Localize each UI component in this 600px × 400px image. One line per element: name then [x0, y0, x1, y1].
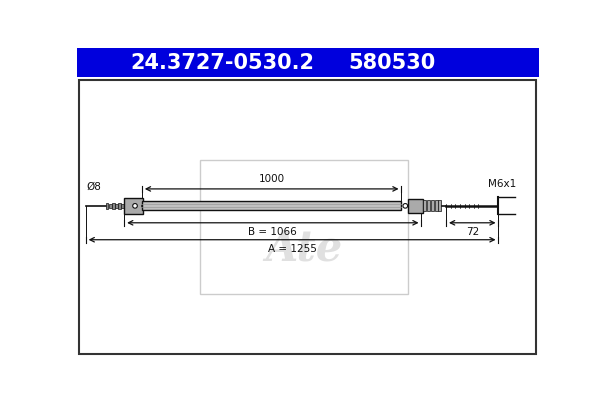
- Bar: [423, 200, 426, 211]
- Text: Ate: Ate: [265, 227, 342, 269]
- Text: Ø8: Ø8: [86, 182, 101, 192]
- Bar: [121, 204, 124, 208]
- Circle shape: [133, 204, 137, 208]
- Text: 72: 72: [466, 228, 479, 238]
- Bar: [106, 203, 109, 209]
- Bar: [427, 200, 430, 211]
- Circle shape: [403, 204, 407, 208]
- Text: A = 1255: A = 1255: [268, 244, 317, 254]
- Bar: [142, 201, 401, 210]
- Bar: [109, 204, 112, 208]
- Text: 1000: 1000: [259, 174, 285, 184]
- Text: M6x1: M6x1: [488, 179, 517, 189]
- Bar: [407, 199, 423, 213]
- Bar: [77, 48, 539, 77]
- Bar: [118, 203, 121, 209]
- Text: 24.3727-0530.2: 24.3727-0530.2: [131, 53, 315, 73]
- Bar: [112, 203, 115, 209]
- Bar: [439, 200, 442, 211]
- Text: B = 1066: B = 1066: [248, 228, 297, 238]
- Bar: [115, 204, 118, 208]
- Bar: [200, 160, 407, 294]
- Bar: [431, 200, 434, 211]
- Text: 580530: 580530: [349, 53, 436, 73]
- Bar: [79, 80, 536, 354]
- Bar: [124, 198, 143, 214]
- Bar: [434, 200, 437, 211]
